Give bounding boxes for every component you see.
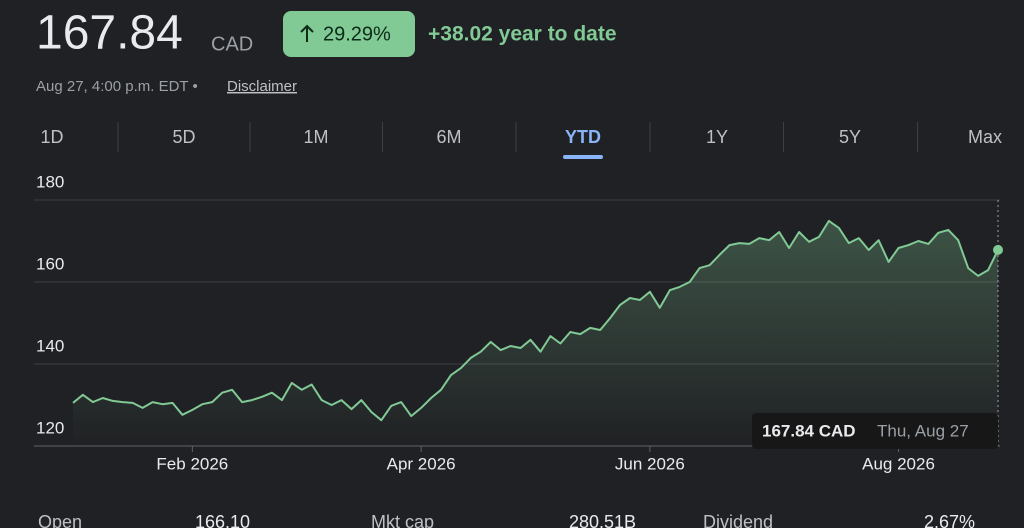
- stat-value: 2.67%: [924, 512, 975, 528]
- x-tick-label: Jun 2026: [615, 454, 685, 473]
- stat-label: Mkt cap: [371, 512, 434, 528]
- disclaimer-link[interactable]: Disclaimer: [227, 78, 297, 95]
- stat-label: Dividend: [703, 512, 773, 528]
- stats-row: Open 166.10 Mkt cap 280.51B Dividend 2.67%: [38, 512, 975, 528]
- range-tab[interactable]: 6M: [436, 127, 461, 147]
- x-tick-label: Aug 2026: [862, 454, 935, 473]
- range-tab[interactable]: 5D: [172, 127, 195, 147]
- y-tick-label: 140: [36, 336, 64, 355]
- y-tick-label: 160: [36, 254, 64, 273]
- range-tab[interactable]: Max: [968, 127, 1002, 147]
- range-tabs: 1D 5D 1M 6M YTD 1Y 5Y Max: [40, 122, 1002, 159]
- change-badge: [283, 11, 415, 57]
- timestamp: Aug 27, 4:00 p.m. EDT •: [36, 78, 198, 95]
- up-arrow-icon: [300, 24, 314, 42]
- tooltip: [752, 413, 998, 449]
- x-tick-label: Feb 2026: [156, 454, 228, 473]
- stat-label: Open: [38, 512, 82, 528]
- currency: CAD: [211, 33, 253, 55]
- price-line: [72, 219, 999, 422]
- area-fill: [73, 220, 998, 446]
- range-tab[interactable]: 1D: [40, 127, 63, 147]
- range-tab[interactable]: YTD: [565, 127, 601, 147]
- change-text: +38.02 year to date: [428, 23, 617, 46]
- y-tick-label: 180: [36, 172, 64, 191]
- tooltip-price: 167.84 CAD: [762, 421, 856, 440]
- chart: 120 140 160 180 Feb 2026 Apr 2026 Jun 2026 Aug …: [34, 172, 1003, 473]
- hover-point: [993, 244, 1003, 255]
- range-tab[interactable]: 1Y: [706, 127, 728, 147]
- stat-value: 166.10: [195, 512, 250, 528]
- range-tab[interactable]: 5Y: [839, 127, 861, 147]
- x-tick-label: Apr 2026: [387, 454, 456, 473]
- tooltip-date: Thu, Aug 27: [877, 421, 969, 440]
- change-percent: 29.29%: [323, 23, 391, 45]
- range-tab[interactable]: 1M: [303, 127, 328, 147]
- stat-value: 280.51B: [569, 512, 636, 528]
- y-tick-label: 120: [36, 418, 64, 437]
- selected-indicator: [563, 155, 603, 159]
- price: 167.84: [36, 7, 183, 60]
